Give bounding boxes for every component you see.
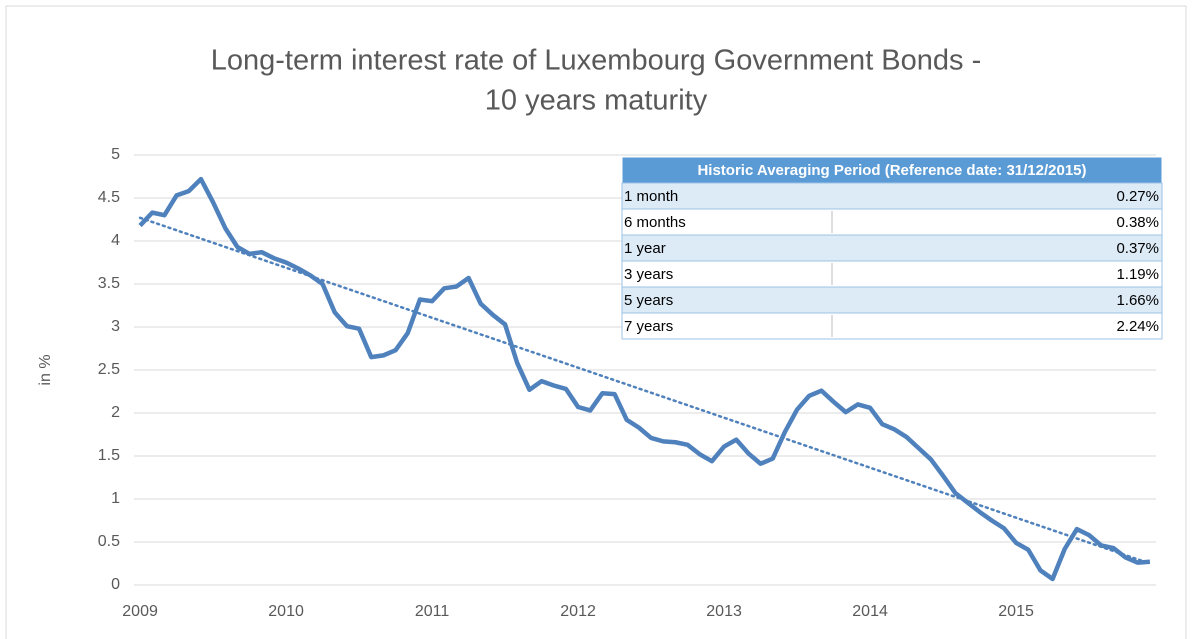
table-row-bg: [621, 286, 1163, 314]
table-row-bg: [621, 234, 1163, 262]
data-line: [138, 176, 1151, 582]
chart-title: Long-term interest rate of Luxembourg Go…: [211, 45, 982, 77]
x-tick-label: 2014: [852, 603, 888, 620]
x-tick-label: 2013: [706, 603, 742, 620]
x-tick-label: 2009: [122, 603, 158, 620]
table-cell-value: 0.37%: [1116, 240, 1159, 257]
y-axis-label: in %: [37, 354, 54, 385]
y-tick-label: 1.5: [98, 447, 120, 464]
table-cell-value: 2.24%: [1116, 318, 1159, 335]
x-tick-label: 2010: [268, 603, 304, 620]
y-tick-label: 0: [111, 576, 120, 593]
x-tick-label: 2015: [998, 603, 1034, 620]
y-tick-label: 4: [111, 232, 120, 249]
trend-line: [138, 216, 1152, 565]
table-row-bg: [621, 312, 1163, 340]
x-tick-label: 2012: [560, 603, 596, 620]
table-cell-value: 0.27%: [1116, 188, 1159, 205]
table-cell-label: 5 years: [624, 292, 673, 309]
table-cell-value: 0.38%: [1116, 214, 1159, 231]
table-row-bg: [621, 260, 1163, 288]
table-cell-value: 1.19%: [1116, 266, 1159, 283]
y-tick-label: 0.5: [98, 533, 120, 550]
y-tick-label: 3.5: [98, 275, 120, 292]
y-tick-label: 3: [111, 318, 120, 335]
table-cell-label: 6 months: [624, 214, 686, 231]
y-tick-label: 5: [111, 146, 120, 163]
table-cell-label: 7 years: [624, 318, 673, 335]
table-header-bg: [621, 156, 1163, 184]
chart-title: 10 years maturity: [485, 85, 708, 117]
y-tick-label: 1: [111, 490, 120, 507]
y-tick-label: 2.5: [98, 361, 120, 378]
table-cell-label: 1 month: [624, 188, 678, 205]
y-tick-label: 4.5: [98, 189, 120, 206]
y-tick-label: 2: [111, 404, 120, 421]
table-header: Historic Averaging Period (Reference dat…: [697, 162, 1086, 179]
table-cell-label: 3 years: [624, 266, 673, 283]
table-cell-label: 1 year: [624, 240, 666, 257]
table-row-bg: [621, 182, 1163, 210]
x-tick-label: 2011: [415, 603, 450, 620]
table-row-bg: [621, 208, 1163, 236]
table-cell-value: 1.66%: [1116, 292, 1159, 309]
